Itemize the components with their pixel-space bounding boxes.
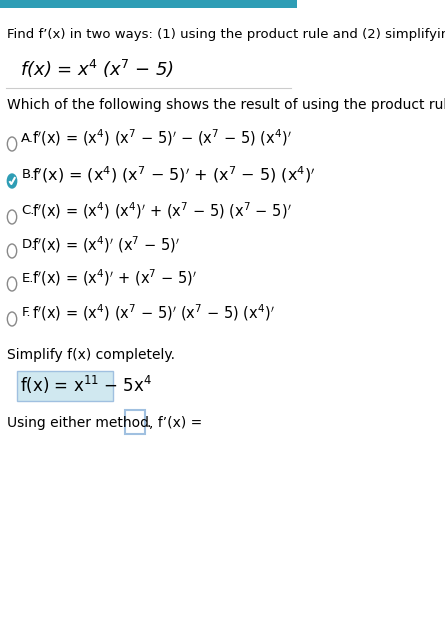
Text: Which of the following shows the result of using the product rule?: Which of the following shows the result … — [7, 98, 445, 112]
Text: f$'$(x) = (x$^4$)$'$ (x$^7$ $-$ 5)$'$: f$'$(x) = (x$^4$)$'$ (x$^7$ $-$ 5)$'$ — [32, 235, 180, 255]
Text: f(x) = x$^{11}$ $-$ 5x$^4$: f(x) = x$^{11}$ $-$ 5x$^4$ — [20, 374, 152, 396]
Text: f$'$(x) = (x$^4$) (x$^4$)$'$ + (x$^7$ $-$ 5) (x$^7$ $-$ 5)$'$: f$'$(x) = (x$^4$) (x$^4$)$'$ + (x$^7$ $-… — [32, 201, 292, 221]
Text: Simplify f(x) completely.: Simplify f(x) completely. — [7, 348, 175, 362]
Text: C.: C. — [21, 204, 35, 217]
Text: f(x) = x$^4$ (x$^7$ $-$ 5): f(x) = x$^4$ (x$^7$ $-$ 5) — [20, 58, 174, 80]
FancyBboxPatch shape — [0, 0, 297, 8]
Text: D.: D. — [21, 239, 36, 251]
Circle shape — [7, 174, 16, 188]
Text: F.: F. — [21, 307, 31, 320]
Text: f$'$(x) = (x$^4$) (x$^7$ $-$ 5)$'$ $-$ (x$^7$ $-$ 5) (x$^4$)$'$: f$'$(x) = (x$^4$) (x$^7$ $-$ 5)$'$ $-$ (… — [32, 128, 292, 149]
Text: f$'$(x) = (x$^4$)$'$ + (x$^7$ $-$ 5)$'$: f$'$(x) = (x$^4$)$'$ + (x$^7$ $-$ 5)$'$ — [32, 267, 197, 288]
FancyBboxPatch shape — [125, 410, 145, 434]
Text: A.: A. — [21, 132, 34, 145]
Text: Find f’(x) in two ways: (1) using the product rule and (2) simplifying first.: Find f’(x) in two ways: (1) using the pr… — [7, 28, 445, 41]
Text: E.: E. — [21, 271, 34, 284]
Text: B.: B. — [21, 168, 35, 181]
Text: .: . — [146, 416, 150, 430]
Text: Using either method, f’(x) =: Using either method, f’(x) = — [7, 416, 206, 430]
Text: f$'$(x) = (x$^4$) (x$^7$ $-$ 5)$'$ + (x$^7$ $-$ 5) (x$^4$)$'$: f$'$(x) = (x$^4$) (x$^7$ $-$ 5)$'$ + (x$… — [32, 165, 316, 185]
Text: f$'$(x) = (x$^4$) (x$^7$ $-$ 5)$'$ (x$^7$ $-$ 5) (x$^4$)$'$: f$'$(x) = (x$^4$) (x$^7$ $-$ 5)$'$ (x$^7… — [32, 303, 275, 323]
FancyBboxPatch shape — [17, 371, 113, 401]
